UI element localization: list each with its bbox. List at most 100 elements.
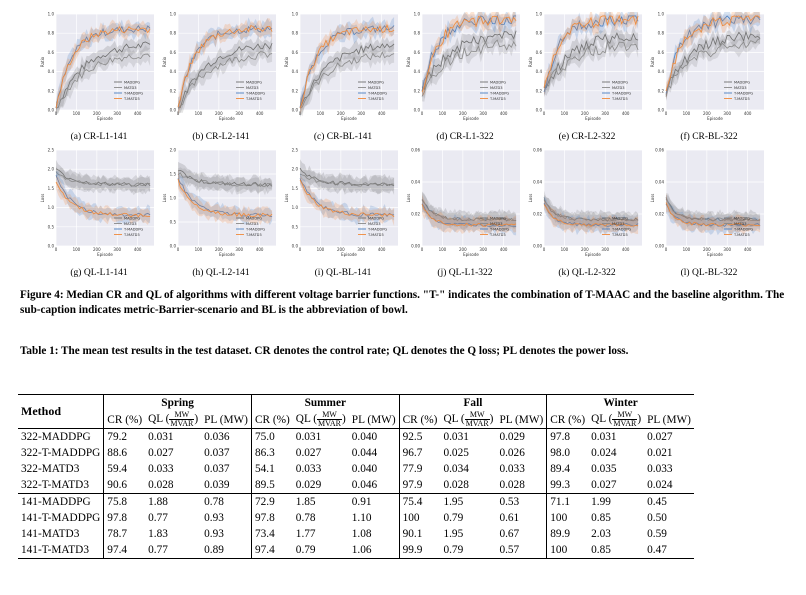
subplot-caption: (k) QL-L2-322 xyxy=(558,268,616,278)
subplot-caption: (g) QL-L1-141 xyxy=(70,268,128,278)
value-cell: 0.044 xyxy=(351,447,378,459)
value-cell: 0.024 xyxy=(647,479,673,491)
legend-entry: MATD3 xyxy=(734,222,747,226)
series-band-maddpg xyxy=(300,36,395,118)
legend-entry: MATD3 xyxy=(124,86,137,90)
xtick-label: 0 xyxy=(299,111,302,116)
ytick-label: 0.8 xyxy=(292,31,299,36)
series-band-maddpg xyxy=(56,159,151,195)
subplot-caption: (h) QL-L2-141 xyxy=(192,268,250,278)
value-cell: 0.034 xyxy=(443,463,469,475)
value-cell: 0.036 xyxy=(204,431,230,443)
subplot-a-svg: 0.0 0.2 0.4 0.6 0.8 1.0 0 100 200 300 400 Episode Ra… xyxy=(40,12,154,121)
xtick-label: 0 xyxy=(55,111,58,116)
xtick-label: 200 xyxy=(703,247,711,252)
value-cell: 0.027 xyxy=(295,447,322,459)
value-cell: 0.85 xyxy=(591,512,611,524)
ytick-label: 1.5 xyxy=(292,186,299,191)
legend-entry: T-MADDPG xyxy=(489,91,509,95)
ytick-label: 0.04 xyxy=(655,180,664,185)
value-cell: 0.031 xyxy=(148,431,174,443)
legend-entry: MATD3 xyxy=(368,86,381,90)
series-line-matd3 xyxy=(177,51,273,109)
series-band-matd3 xyxy=(56,45,151,114)
legend-entry: MADDPG xyxy=(368,216,384,220)
x-axis-label: Episode xyxy=(463,252,479,257)
series-band-t-maddpg xyxy=(56,171,151,225)
legend-entry: MATD3 xyxy=(246,222,259,226)
value-cell: 90.6 xyxy=(103,477,146,494)
value-cell: 100 xyxy=(398,510,441,526)
value-cell: 0.50 xyxy=(647,512,667,524)
subplot-i: 0.0 0.5 1.0 1.5 2.0 2.5 0 100 200 300 400 Episode Lo… xyxy=(284,148,402,278)
ytick-label: 0.06 xyxy=(411,148,420,153)
ytick-label: 0.4 xyxy=(48,69,55,74)
table-row: 322-MATD3 59.4 0.033 0.037 54.1 0.033 0.040 77.… xyxy=(18,461,694,477)
ytick-label: 0.6 xyxy=(48,50,55,55)
subplot-b: 0.0 0.2 0.4 0.6 0.8 1.0 0 100 200 300 400 Episode Ra… xyxy=(162,12,280,142)
subplot-g: 0.0 0.5 1.0 1.5 2.0 2.5 0 100 200 300 400 Episode Lo… xyxy=(40,148,158,278)
legend-entry: MATD3 xyxy=(612,86,625,90)
ytick-label: 0.5 xyxy=(292,224,299,229)
table-row: 141-T-MADDPG 97.8 0.77 0.93 97.8 0.78 1.10 100 0… xyxy=(18,510,694,526)
ytick-label: 0.00 xyxy=(411,244,420,249)
series-band-t-maddpg xyxy=(544,196,639,236)
value-cell: 1.77 xyxy=(295,528,316,540)
legend-entry: MADDPG xyxy=(734,216,750,220)
series-line-maddpg xyxy=(299,167,395,187)
x-axis-label: Episode xyxy=(341,116,357,121)
y-axis-label: Loss xyxy=(528,194,533,203)
series-band-matd3 xyxy=(544,33,639,96)
series-line-t-matd3 xyxy=(55,181,151,218)
method-cell: 141-T-MADDPG xyxy=(21,512,101,524)
value-cell: 0.78 xyxy=(204,496,224,508)
xtick-label: 100 xyxy=(683,247,691,252)
ytick-label: 0.8 xyxy=(414,31,421,36)
subplot-j: 0.00 0.02 0.04 0.06 0 100 200 300 400 Episode Loss… xyxy=(406,148,524,278)
legend-entry: T-MADDPG xyxy=(367,227,387,231)
legend-entry: T-MADDPG xyxy=(245,227,265,231)
ytick-label: 0.00 xyxy=(655,244,664,249)
ytick-label: 0.0 xyxy=(292,244,299,249)
value-cell: 1.95 xyxy=(443,496,464,508)
y-axis-label: Ratio xyxy=(40,56,45,67)
value-cell: 97.8 xyxy=(250,510,293,526)
col-ql: QL (MW MVAR) xyxy=(292,411,349,429)
ytick-label: 2.0 xyxy=(292,167,299,172)
legend-entry: MADDPG xyxy=(246,80,262,84)
series-line-t-matd3 xyxy=(299,179,395,218)
x-axis-label: Episode xyxy=(97,116,113,121)
legend-entry: T-MADDPG xyxy=(611,227,631,231)
series-line-t-matd3 xyxy=(543,14,639,88)
col-pl: PL (MW) xyxy=(201,411,252,429)
series-band-maddpg xyxy=(544,25,639,96)
xtick-label: 100 xyxy=(73,247,81,252)
value-cell: 0.033 xyxy=(295,463,322,475)
subplot-caption: (c) CR-BL-141 xyxy=(313,132,373,142)
ytick-label: 0.8 xyxy=(48,31,55,36)
legend-entry: T-MATD3 xyxy=(611,233,628,237)
series-band-matd3 xyxy=(666,31,761,102)
xtick-label: 300 xyxy=(357,247,365,252)
ytick-label: 1.0 xyxy=(536,12,543,17)
value-cell: 0.031 xyxy=(591,431,617,443)
col-cr: CR (%) xyxy=(250,411,293,429)
xtick-label: 200 xyxy=(459,247,467,252)
ytick-label: 0.2 xyxy=(536,88,543,93)
series-line-t-matd3 xyxy=(421,15,517,93)
subplot-caption: (a) CR-L1-141 xyxy=(70,132,128,142)
series-band-maddpg xyxy=(178,36,273,114)
xtick-label: 400 xyxy=(500,111,508,116)
subplot-e-svg: 0.0 0.2 0.4 0.6 0.8 1.0 0 100 200 300 400 Episode Ra… xyxy=(528,12,642,121)
subplot-k-svg: 0.00 0.02 0.04 0.06 0 100 200 300 400 Episode Loss… xyxy=(528,148,642,257)
subplot-caption: (j) QL-L1-322 xyxy=(437,268,493,278)
series-band-matd3 xyxy=(422,34,517,102)
xtick-label: 300 xyxy=(723,111,731,116)
value-cell: 0.026 xyxy=(499,447,525,459)
series-band-maddpg xyxy=(56,33,151,116)
value-cell: 1.08 xyxy=(351,528,372,540)
legend-entry: T-MADDPG xyxy=(733,227,753,231)
series-band-matd3 xyxy=(544,190,639,230)
legend-entry: MADDPG xyxy=(490,80,506,84)
col-cr: CR (%) xyxy=(398,411,441,429)
